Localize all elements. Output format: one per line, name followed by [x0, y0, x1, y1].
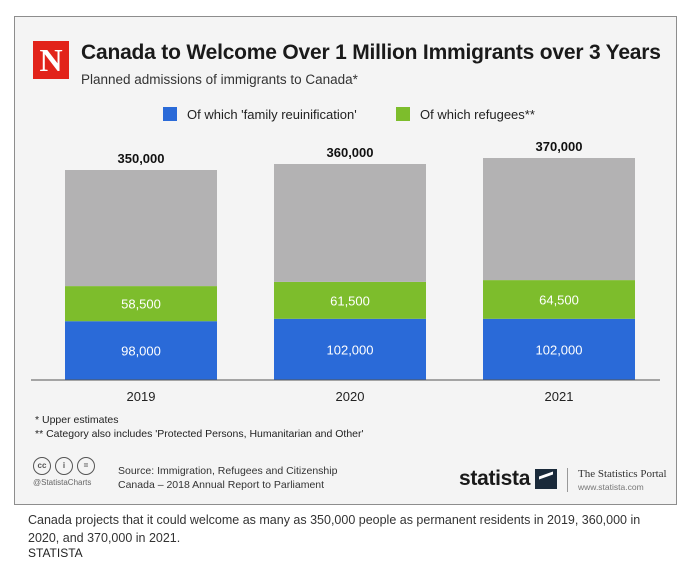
bar-segment-2021-1 — [483, 280, 635, 319]
segment-label-2019-1: 58,500 — [121, 297, 161, 312]
bar-segment-2021-0 — [483, 318, 635, 380]
footnote-category: ** Category also includes 'Protected Per… — [35, 428, 364, 440]
footnote-upper-estimates: * Upper estimates — [35, 414, 119, 426]
bar-segment-2021-2 — [483, 158, 635, 281]
bar-segment-2020-2 — [274, 164, 426, 282]
attribution-icon: i — [55, 457, 73, 475]
creative-commons-block: cc i = @StatistaCharts — [33, 457, 95, 487]
total-label-2019: 350,000 — [118, 151, 165, 166]
logo-letter: N — [39, 42, 63, 78]
bar-segment-2020-1 — [274, 281, 426, 319]
segment-label-2021-0: 102,000 — [536, 342, 583, 357]
bar-segment-2019-0 — [65, 321, 217, 380]
legend-label-family: Of which 'family reuinification' — [187, 106, 357, 122]
no-derivatives-icon: = — [77, 457, 95, 475]
segment-label-2021-1: 64,500 — [539, 293, 579, 308]
segment-label-2020-0: 102,000 — [327, 342, 374, 357]
source-line-2: Canada – 2018 Annual Report to Parliamen… — [118, 479, 325, 491]
caption-source: STATISTA — [28, 546, 83, 560]
statistics-portal: The Statistics Portal www.statista.com — [567, 468, 667, 492]
newsweek-logo: N — [33, 41, 69, 79]
caption-text: Canada projects that it could welcome as… — [28, 513, 641, 545]
segment-label-2019-0: 98,000 — [121, 344, 161, 359]
statista-charts-handle: @StatistaCharts — [33, 478, 92, 487]
statista-wordmark: statista — [459, 467, 531, 490]
bar-segment-2020-0 — [274, 318, 426, 380]
legend-item-family: Of which 'family reuinification' — [163, 105, 357, 123]
bar-segment-2019-2 — [65, 170, 217, 287]
statista-mark-icon — [535, 469, 558, 489]
footnotes: * Upper estimates ** Category also inclu… — [35, 413, 364, 441]
bar-chart: 98,000 58,500 350,000 2019 102,000 61,500 360,… — [31, 139, 660, 404]
total-label-2021: 370,000 — [536, 139, 583, 154]
chart-card: N Canada to Welcome Over 1 Million Immig… — [14, 16, 677, 505]
portal-title: The Statistics Portal — [578, 468, 667, 480]
statista-logo: statista — [459, 467, 558, 491]
source-line-1: Source: Immigration, Refugees and Citize… — [118, 465, 338, 477]
legend-item-refugees: Of which refugees** — [396, 105, 535, 123]
source-note: Source: Immigration, Refugees and Citize… — [118, 464, 337, 492]
bar-segment-2019-1 — [65, 286, 217, 322]
x-tick-label-2019: 2019 — [127, 389, 156, 404]
legend-label-refugees: Of which refugees** — [420, 106, 535, 122]
legend-swatch-refugees — [396, 107, 410, 121]
x-tick-label-2021: 2021 — [545, 389, 574, 404]
x-tick-label-2020: 2020 — [336, 389, 365, 404]
chart-subtitle: Planned admissions of immigrants to Cana… — [81, 72, 358, 87]
legend-swatch-family — [163, 107, 177, 121]
portal-url: www.statista.com — [578, 482, 644, 492]
segment-label-2020-1: 61,500 — [330, 293, 370, 308]
chart-title: Canada to Welcome Over 1 Million Immigra… — [81, 41, 661, 64]
cc-icon: cc — [33, 457, 51, 475]
total-label-2020: 360,000 — [327, 145, 374, 160]
